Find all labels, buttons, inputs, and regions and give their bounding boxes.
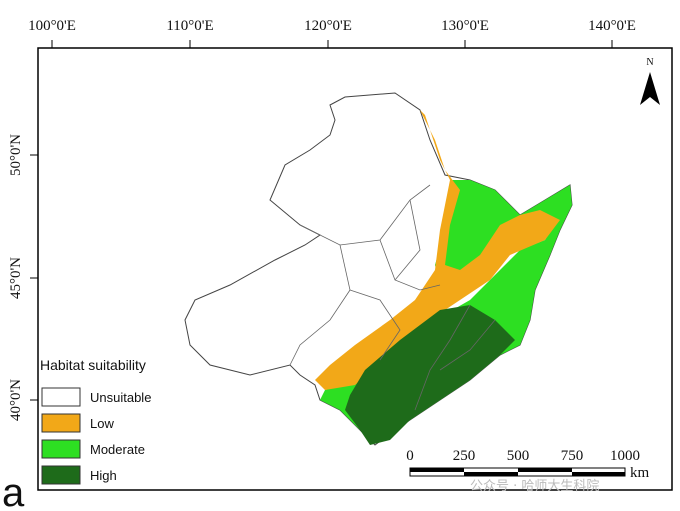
north-arrow (640, 72, 660, 105)
scale-label: 250 (453, 448, 476, 464)
north-label: N (646, 57, 653, 68)
admin-boundaries (289, 184, 496, 411)
scale-label: 750 (561, 448, 584, 464)
scale-label: 500 (507, 448, 530, 464)
latitude-label: 45°0'N (8, 257, 24, 299)
legend-title: Habitat suitability (40, 357, 146, 373)
frame-ticks (30, 40, 613, 401)
legend-swatch (41, 387, 81, 407)
watermark: 公众号 · 哈师大生科院 (470, 479, 599, 494)
longitude-label: 110°0'E (166, 18, 213, 34)
longitude-label: 140°0'E (588, 18, 636, 34)
legend-swatch (41, 439, 81, 459)
legend-label: High (90, 468, 117, 483)
legend-label: Low (90, 416, 114, 431)
legend-label: Unsuitable (90, 390, 151, 405)
longitude-label: 120°0'E (304, 18, 352, 34)
panel-label: a (2, 471, 25, 511)
legend-swatch (41, 413, 81, 433)
legend-swatch (41, 465, 81, 485)
scale-label: 1000 (610, 448, 640, 464)
latitude-label: 50°0'N (8, 134, 24, 176)
region-low (315, 100, 560, 390)
legend-label: Moderate (90, 442, 145, 457)
latitude-label: 40°0'N (8, 379, 24, 421)
scale-unit: km (630, 465, 650, 481)
scale-bar (409, 467, 626, 477)
region-high (345, 305, 515, 445)
longitude-label: 100°0'E (28, 18, 76, 34)
scale-label: 0 (406, 448, 414, 464)
longitude-label: 130°0'E (441, 18, 489, 34)
